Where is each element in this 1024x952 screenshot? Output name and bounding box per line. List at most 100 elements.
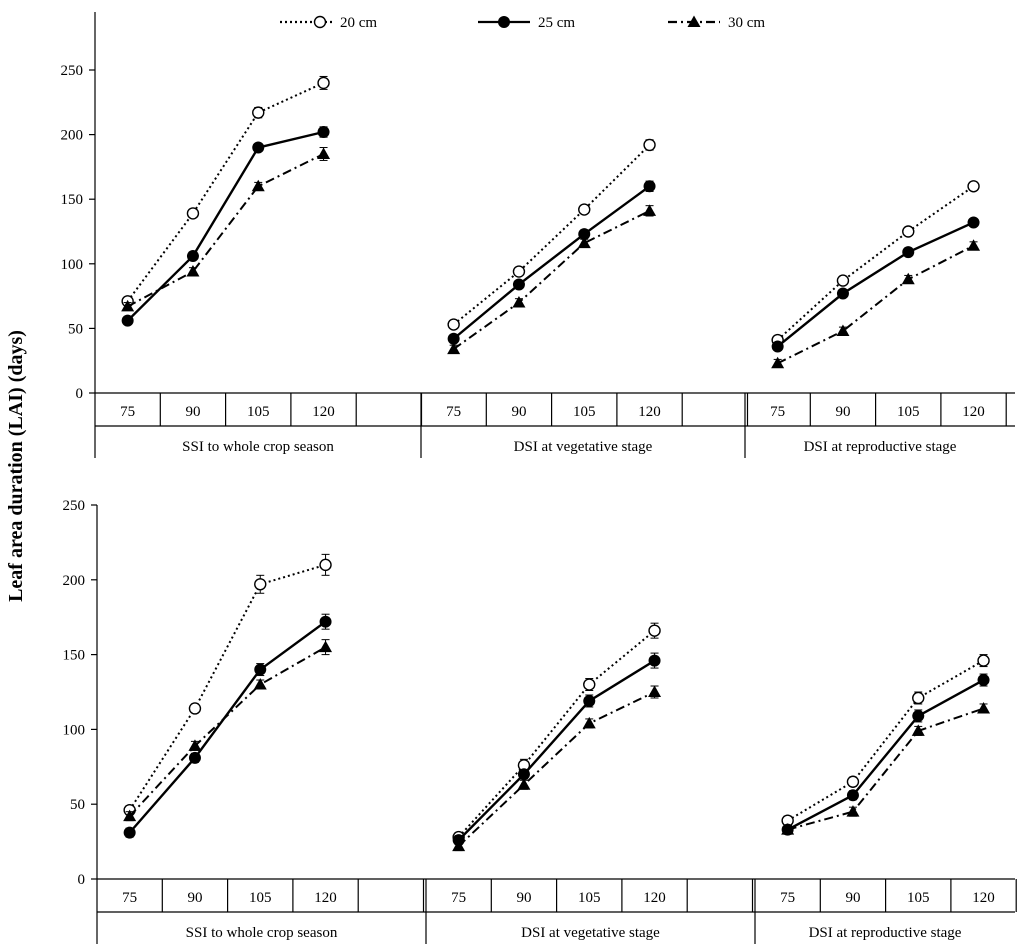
group-label: DSI at reproductive stage — [809, 925, 962, 941]
x-tick-label: 105 — [249, 890, 272, 906]
data-point-filled-circle-marker — [123, 826, 136, 839]
series-line-1 — [787, 659, 985, 822]
data-point-triangle-marker — [577, 236, 591, 249]
legend-triangle-marker — [687, 15, 701, 27]
data-point-triangle-marker — [317, 147, 331, 159]
data-point-filled-circle-marker — [188, 751, 201, 764]
data-point-open-circle-marker — [836, 274, 850, 287]
series-line-3 — [457, 691, 655, 847]
x-tick-label: 105 — [578, 890, 601, 906]
y-tick-label: 50 — [68, 321, 83, 337]
series-line-2 — [128, 620, 327, 834]
data-point-open-circle-marker — [977, 654, 990, 667]
data-point-filled-circle-marker — [578, 228, 591, 241]
data-point-filled-circle-marker — [648, 654, 661, 667]
data-point-triangle-marker — [977, 701, 991, 714]
data-point-filled-circle-marker — [447, 332, 460, 345]
x-tick-label: 75 — [451, 890, 466, 906]
data-point-filled-circle-marker — [643, 180, 656, 193]
legend-label-1: 20 cm — [340, 15, 377, 31]
series-line-2 — [457, 659, 656, 841]
data-point-triangle-marker — [901, 272, 915, 285]
y-tick-label: 250 — [61, 63, 84, 79]
x-tick-label: 90 — [835, 404, 850, 420]
data-point-open-circle-marker — [186, 207, 200, 220]
data-point-filled-circle-marker — [252, 141, 265, 154]
data-point-triangle-marker — [846, 805, 860, 817]
y-tick-label: 100 — [61, 257, 84, 273]
data-point-filled-circle-marker — [583, 694, 596, 707]
data-point-filled-circle-marker — [317, 126, 330, 139]
data-point-filled-circle-marker — [186, 250, 199, 263]
legend-open-circle-marker — [313, 15, 327, 29]
series-line-3 — [777, 244, 975, 365]
x-tick-label: 120 — [962, 404, 985, 420]
x-tick-label: 120 — [312, 404, 335, 420]
data-point-triangle-marker — [781, 823, 795, 835]
y-tick-label: 200 — [61, 128, 84, 144]
data-point-filled-circle-marker — [977, 674, 990, 687]
data-point-filled-circle-marker — [319, 615, 332, 628]
y-tick-label: 0 — [78, 872, 86, 888]
x-tick-label: 120 — [972, 890, 995, 906]
data-point-open-circle-marker — [912, 691, 925, 705]
data-point-filled-circle-marker — [846, 789, 859, 802]
x-tick-label: 105 — [247, 404, 270, 420]
y-tick-label: 150 — [63, 648, 86, 664]
series-line-2 — [787, 678, 985, 831]
group-label: DSI at reproductive stage — [804, 439, 957, 455]
data-point-triangle-marker — [121, 299, 135, 312]
panel-bottom: 0 50 100 150 200 250 75 90 105 120 SSI to whole cr… — [63, 498, 1017, 944]
y-tick-label: 200 — [63, 573, 86, 589]
group-label: SSI to whole crop season — [186, 925, 338, 941]
data-point-triangle-marker — [648, 685, 662, 697]
series-line-3 — [128, 646, 327, 817]
x-tick-label: 105 — [897, 404, 920, 420]
data-point-filled-circle-marker — [254, 663, 267, 676]
legend-label-2: 25 cm — [538, 15, 575, 31]
data-point-open-circle-marker — [648, 624, 661, 637]
data-point-open-circle-marker — [846, 775, 860, 788]
data-point-triangle-marker — [517, 778, 531, 790]
data-point-triangle-marker — [582, 716, 596, 729]
data-point-open-circle-marker — [902, 225, 915, 238]
data-point-triangle-marker — [188, 739, 202, 751]
x-tick-label: 90 — [516, 890, 531, 906]
x-tick-label: 75 — [120, 404, 135, 420]
series-line-1 — [776, 185, 975, 341]
data-point-triangle-marker — [643, 204, 657, 216]
x-tick-label: 90 — [511, 404, 526, 420]
series-line-1 — [126, 82, 324, 302]
series-line-2 — [776, 221, 975, 348]
series-line-2 — [126, 130, 324, 322]
series-line-3 — [787, 707, 984, 831]
x-tick-label: 120 — [638, 404, 661, 420]
data-point-triangle-marker — [447, 342, 461, 355]
data-point-triangle-marker — [836, 324, 850, 336]
data-point-triangle-marker — [771, 356, 785, 369]
legend-filled-circle-marker — [498, 16, 510, 28]
y-tick-label: 250 — [63, 498, 86, 514]
series-line-1 — [457, 629, 656, 838]
data-point-open-circle-marker — [967, 180, 980, 193]
data-point-triangle-marker — [251, 179, 265, 192]
x-tick-label: 120 — [643, 890, 666, 906]
series-line-2 — [452, 185, 651, 340]
x-tick-label: 90 — [845, 890, 860, 906]
data-point-triangle-marker — [186, 265, 200, 277]
series-line-1 — [453, 144, 651, 326]
series-line-3 — [453, 209, 650, 350]
data-point-filled-circle-marker — [836, 287, 849, 300]
x-tick-label: 120 — [314, 890, 337, 906]
data-point-filled-circle-marker — [912, 709, 925, 722]
data-point-open-circle-marker — [578, 203, 591, 216]
x-tick-label: 105 — [907, 890, 930, 906]
data-point-filled-circle-marker — [902, 246, 915, 259]
y-axis-label: Leaf area duration (LAI) (days) — [5, 330, 27, 602]
data-point-filled-circle-marker — [512, 278, 525, 291]
data-point-triangle-marker — [319, 640, 333, 653]
x-tick-label: 90 — [185, 404, 200, 420]
x-tick-label: 75 — [780, 890, 795, 906]
x-tick-label: 75 — [122, 890, 137, 906]
